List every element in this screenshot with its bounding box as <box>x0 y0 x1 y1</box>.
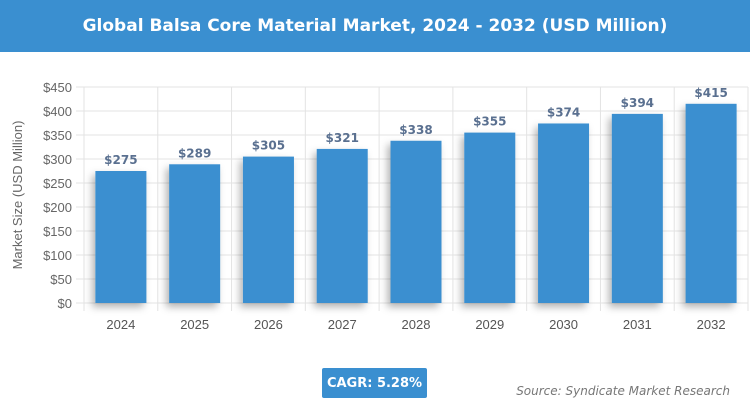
data-label: $305 <box>252 139 285 153</box>
y-axis-label: Market Size (USD Million) <box>10 121 25 270</box>
data-label: $321 <box>326 131 359 145</box>
x-tick-label: 2028 <box>402 317 431 332</box>
bar <box>95 171 147 303</box>
x-tick-label: 2030 <box>549 317 578 332</box>
data-label: $338 <box>399 123 432 137</box>
x-tick-label: 2025 <box>180 317 209 332</box>
y-tick-label: $100 <box>43 248 72 263</box>
cagr-badge: CAGR: 5.28% <box>322 368 427 398</box>
bar <box>242 156 294 303</box>
data-labels: $275 $289 $305 $321 $338 $355 $374 $394 $415 <box>104 86 728 167</box>
data-label: $374 <box>547 105 580 119</box>
bar <box>464 132 516 303</box>
y-tick-label: $450 <box>43 80 72 95</box>
y-tick-label: $350 <box>43 128 72 143</box>
bar <box>169 164 221 303</box>
y-tick-label: $250 <box>43 176 72 191</box>
data-label: $275 <box>104 153 137 167</box>
data-label: $394 <box>621 96 654 110</box>
y-tick-label: $150 <box>43 224 72 239</box>
bars <box>95 103 737 303</box>
y-tick-label: $50 <box>50 272 72 287</box>
data-label: $355 <box>473 115 506 129</box>
y-tick-label: $200 <box>43 200 72 215</box>
data-label: $289 <box>178 146 211 160</box>
x-tick-label: 2031 <box>623 317 652 332</box>
bar <box>685 103 737 303</box>
bar <box>611 113 663 303</box>
bar <box>390 140 442 303</box>
data-label: $415 <box>694 86 727 100</box>
bar <box>316 148 368 303</box>
y-tick-label: $400 <box>43 104 72 119</box>
x-tick-label: 2027 <box>328 317 357 332</box>
bar <box>538 123 590 303</box>
chart-title: Global Balsa Core Material Market, 2024 … <box>0 0 750 52</box>
axes: $0 $50 $100 $150 $200 $250 $300 $350 $400 $450 202… <box>43 80 725 332</box>
x-tick-label: 2024 <box>106 317 135 332</box>
x-tick-label: 2026 <box>254 317 283 332</box>
x-tick-label: 2032 <box>697 317 726 332</box>
x-tick-label: 2029 <box>475 317 504 332</box>
y-tick-label: $300 <box>43 152 72 167</box>
source-note: Source: Syndicate Market Research <box>516 384 730 398</box>
y-tick-label: $0 <box>58 296 72 311</box>
